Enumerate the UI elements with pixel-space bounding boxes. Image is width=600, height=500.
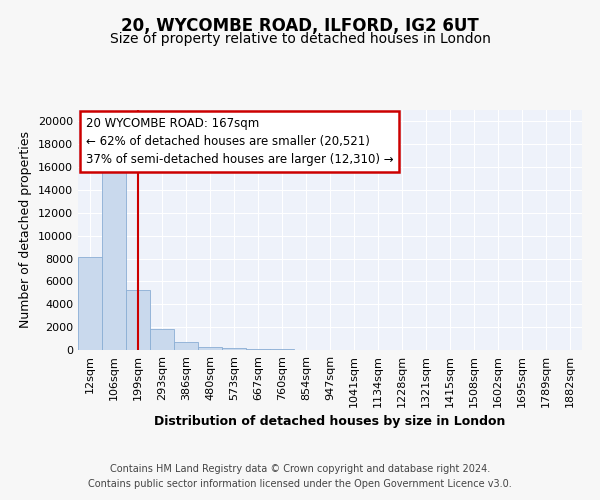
Bar	[78, 257, 102, 350]
Text: Contains public sector information licensed under the Open Government Licence v3: Contains public sector information licen…	[88, 479, 512, 489]
X-axis label: Distribution of detached houses by size in London: Distribution of detached houses by size …	[154, 416, 506, 428]
Bar	[174, 342, 198, 350]
Bar	[198, 346, 222, 350]
Text: Size of property relative to detached houses in London: Size of property relative to detached ho…	[110, 32, 490, 46]
Bar	[246, 348, 270, 350]
Bar	[150, 329, 174, 350]
Bar	[222, 348, 246, 350]
Bar	[270, 349, 294, 350]
Text: Contains HM Land Registry data © Crown copyright and database right 2024.: Contains HM Land Registry data © Crown c…	[110, 464, 490, 474]
Bar	[102, 161, 126, 350]
Text: 20 WYCOMBE ROAD: 167sqm
← 62% of detached houses are smaller (20,521)
37% of sem: 20 WYCOMBE ROAD: 167sqm ← 62% of detache…	[86, 117, 393, 166]
Y-axis label: Number of detached properties: Number of detached properties	[19, 132, 32, 328]
Bar	[126, 290, 150, 350]
Text: 20, WYCOMBE ROAD, ILFORD, IG2 6UT: 20, WYCOMBE ROAD, ILFORD, IG2 6UT	[121, 18, 479, 36]
